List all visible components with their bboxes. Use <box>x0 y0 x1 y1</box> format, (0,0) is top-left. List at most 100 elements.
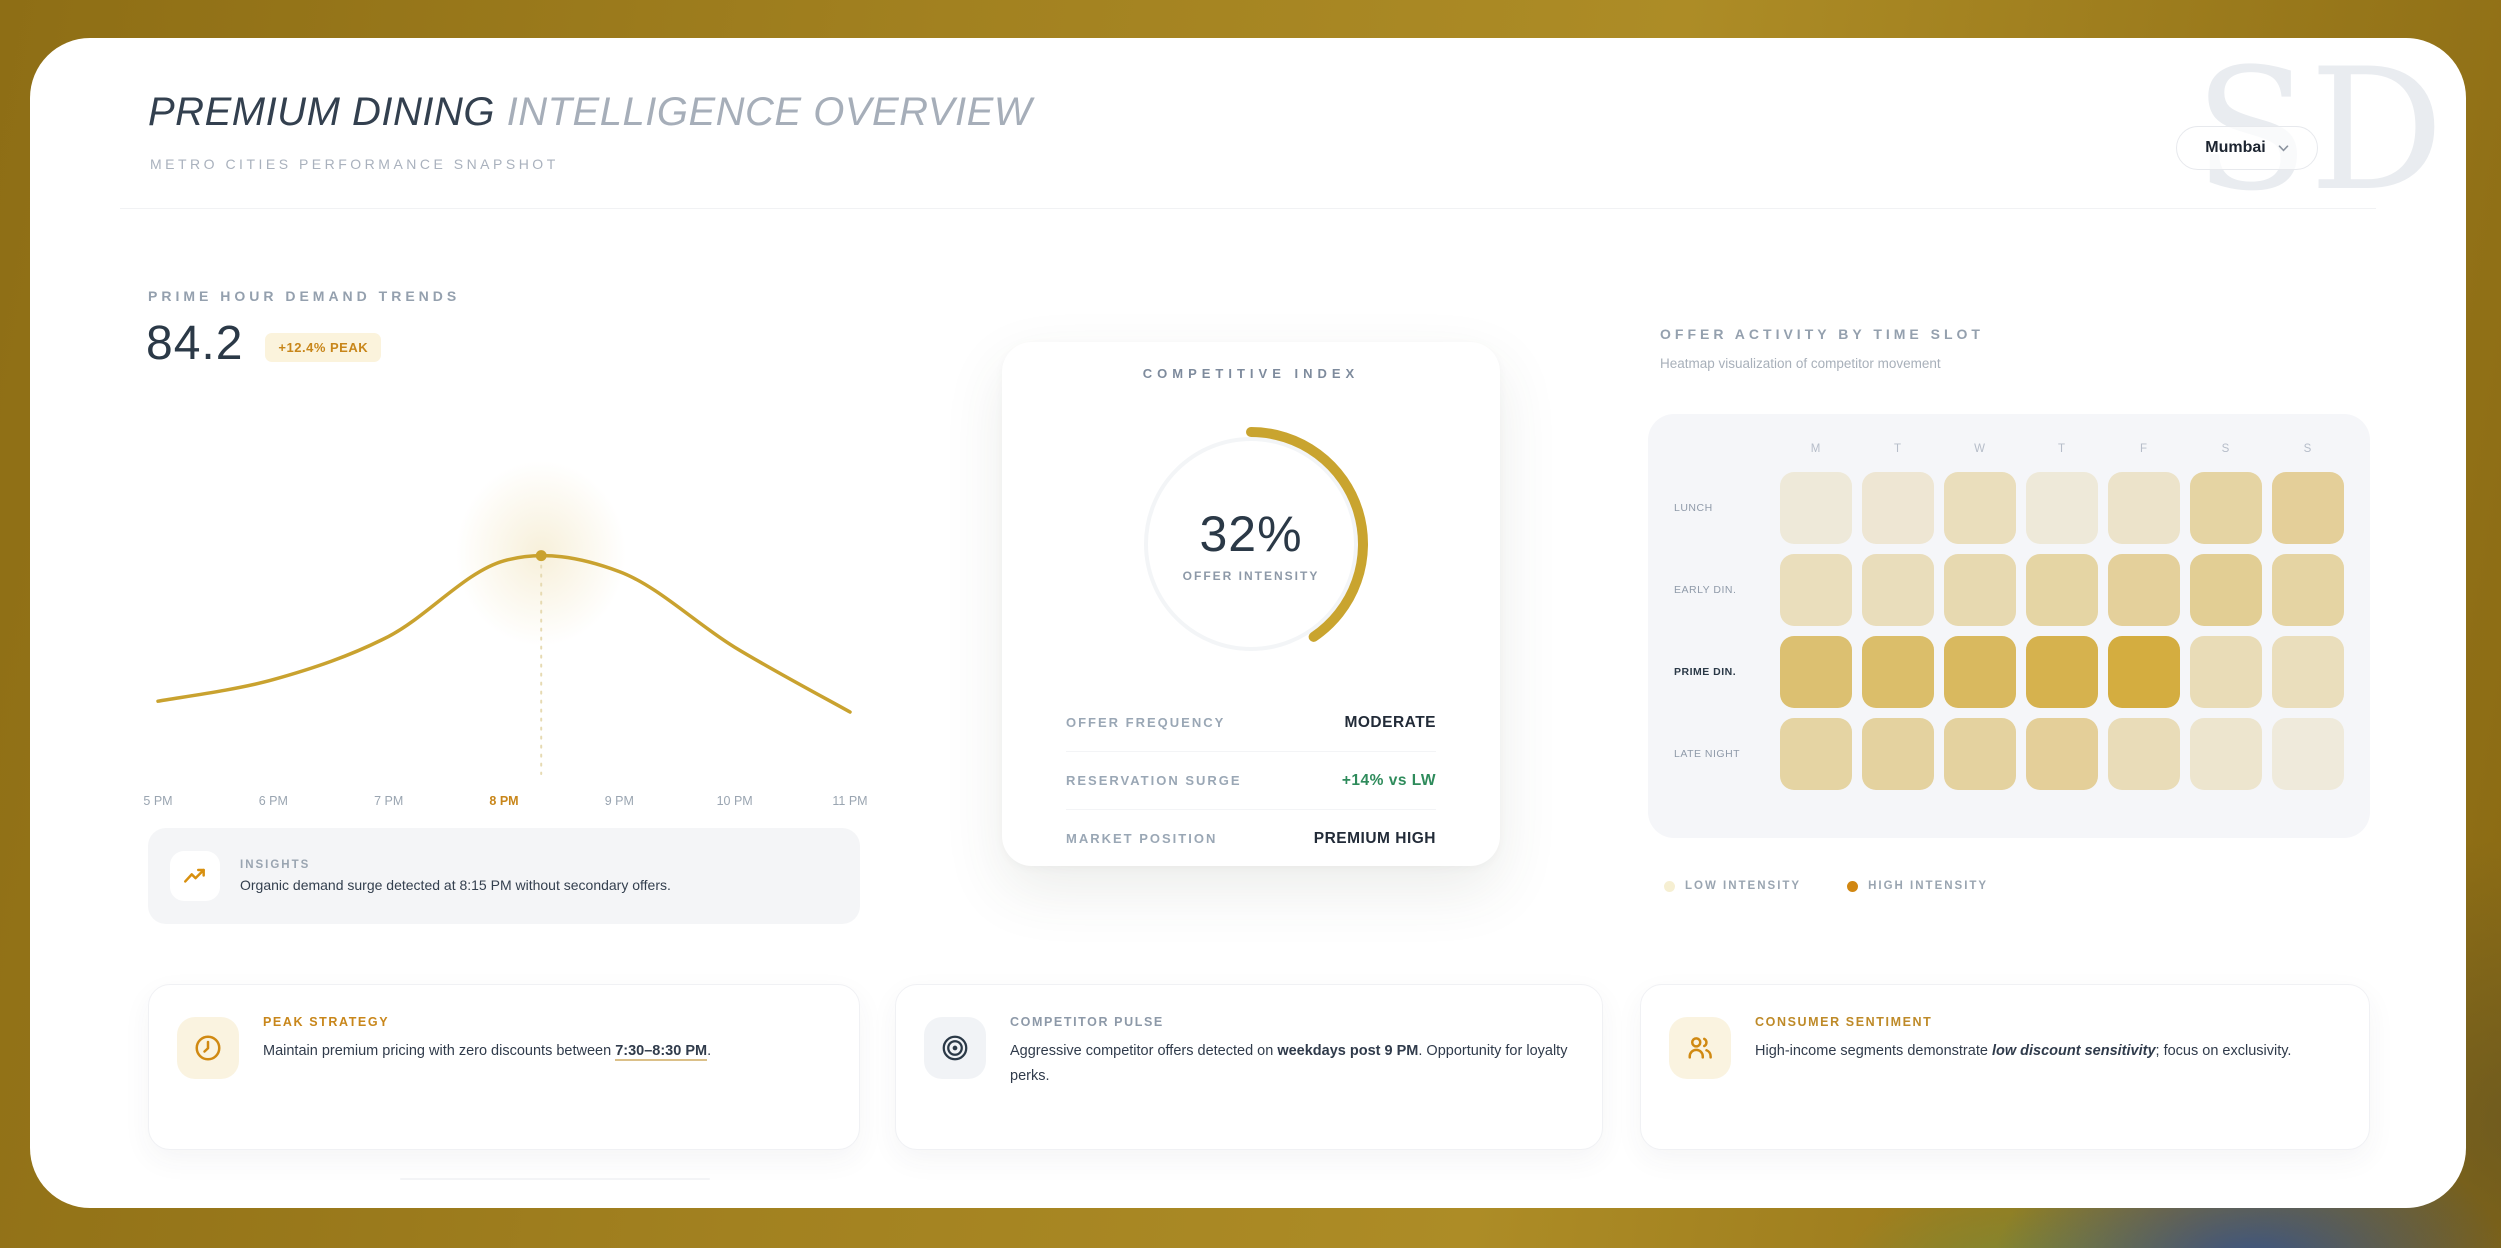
consumer-sentiment-card: CONSUMER SENTIMENT High-income segments … <box>1640 984 2370 1150</box>
competitive-row-market-position: MARKET POSITION PREMIUM HIGH <box>1066 810 1436 867</box>
heatmap-cell <box>1862 554 1934 626</box>
peak-strategy-text: Maintain premium pricing with zero disco… <box>263 1043 712 1061</box>
gauge-caption: OFFER INTENSITY <box>1182 569 1320 583</box>
x-axis-label: 7 PM <box>374 794 404 808</box>
clock-icon <box>195 1035 221 1061</box>
row-value: MODERATE <box>1344 713 1436 731</box>
insights-content: INSIGHTS Organic demand surge detected a… <box>240 859 671 893</box>
heatmap-grid: M T W T F S S LUNCH EARLY DIN. PRIME DIN. LATE NIG… <box>1674 436 2344 790</box>
competitor-pulse-title: COMPETITOR PULSE <box>1010 1015 1164 1029</box>
heatmap-row-label: LATE NIGHT <box>1674 748 1741 760</box>
heatmap-row-label: LUNCH <box>1674 502 1713 514</box>
heatmap-cell <box>1780 636 1852 708</box>
competitor-pulse-content: COMPETITOR PULSE Aggressive competitor o… <box>1010 1011 1574 1088</box>
page-title-secondary: INTELLIGENCE OVERVIEW <box>506 90 1033 134</box>
competitor-pulse-text: Aggressive competitor offers detected on… <box>1010 1043 1568 1084</box>
legend-label: LOW INTENSITY <box>1685 880 1802 892</box>
offer-activity-title: OFFER ACTIVITY BY TIME SLOT <box>1660 326 1984 342</box>
competitive-row-offer-frequency: OFFER FREQUENCY MODERATE <box>1066 694 1436 752</box>
heatmap-col-header: S <box>2221 443 2231 455</box>
low-intensity-dot <box>1664 880 1675 892</box>
consumer-sentiment-title: CONSUMER SENTIMENT <box>1755 1015 1933 1029</box>
x-axis-label: 10 PM <box>716 794 753 808</box>
heatmap-legend: LOW INTENSITY HIGH INTENSITY <box>1664 880 1988 892</box>
page-title-primary: PREMIUM DINING <box>148 90 495 134</box>
header-divider <box>120 208 2376 209</box>
city-selector-value: Mumbai <box>2205 139 2266 156</box>
heatmap-cell <box>1944 472 2016 544</box>
peak-strategy-icon-tile <box>177 1017 239 1079</box>
heatmap-cell <box>2190 718 2262 790</box>
heatmap-col-header: F <box>2139 443 2149 455</box>
peak-strategy-card: PEAK STRATEGY Maintain premium pricing w… <box>148 984 860 1150</box>
heatmap-row-label: EARLY DIN. <box>1674 584 1737 596</box>
legend-low-intensity: LOW INTENSITY <box>1664 880 1801 892</box>
heatmap-cell <box>2108 472 2180 544</box>
heatmap-cell <box>1780 472 1852 544</box>
peak-strategy-title: PEAK STRATEGY <box>263 1015 390 1029</box>
heatmap-cell <box>1780 718 1852 790</box>
trending-up-icon <box>184 868 205 883</box>
offer-intensity-gauge: 32% OFFER INTENSITY <box>1111 404 1391 684</box>
heatmap-cell <box>2026 718 2098 790</box>
heatmap-cell <box>2190 472 2262 544</box>
legend-high-intensity: HIGH INTENSITY <box>1847 880 1988 892</box>
x-axis-label: 11 PM <box>832 794 868 808</box>
heatmap-cell <box>2026 554 2098 626</box>
heatmap-cell <box>2272 718 2344 790</box>
high-intensity-dot <box>1847 880 1859 892</box>
x-axis-label: 6 PM <box>258 794 288 808</box>
heatmap-cell <box>2108 554 2180 626</box>
consumer-sentiment-text: High-income segments demonstrate low dis… <box>1755 1043 2292 1059</box>
heatmap-cell <box>1862 472 1934 544</box>
heatmap-cell <box>1780 554 1852 626</box>
heatmap-cell <box>2272 636 2344 708</box>
heatmap-cell <box>2108 718 2180 790</box>
legend-label: HIGH INTENSITY <box>1868 880 1989 892</box>
offer-activity-subtitle: Heatmap visualization of competitor move… <box>1660 356 1941 371</box>
insights-box: INSIGHTS Organic demand surge detected a… <box>148 828 860 924</box>
page-subtitle: METRO CITIES PERFORMANCE SNAPSHOT <box>150 156 559 172</box>
competitive-rows: OFFER FREQUENCY MODERATE RESERVATION SUR… <box>1066 694 1436 867</box>
heatmap-cell <box>1944 554 2016 626</box>
heatmap-cell <box>2190 554 2262 626</box>
consumer-sentiment-icon-tile <box>1669 1017 1731 1079</box>
heatmap-row-label: PRIME DIN. <box>1674 666 1737 678</box>
x-axis-label: 5 PM <box>143 794 173 808</box>
heatmap-cell <box>2108 636 2180 708</box>
x-axis-label: 9 PM <box>604 794 634 808</box>
heatmap-cell <box>2026 472 2098 544</box>
demand-score-row: 84.2 +12.4% PEAK <box>146 316 382 371</box>
insights-label: INSIGHTS <box>240 859 311 871</box>
demand-section-title: PRIME HOUR DEMAND TRENDS <box>148 288 461 304</box>
gauge-arc <box>1144 427 1368 651</box>
heatmap-cell <box>1944 636 2016 708</box>
dashboard-card: PREMIUM DINING INTELLIGENCE OVERVIEW MET… <box>30 38 2466 1208</box>
competitive-index-title: COMPETITIVE INDEX <box>1142 366 1360 381</box>
x-axis-label: 8 PM <box>489 794 519 808</box>
demand-x-axis: 5 PM 6 PM 7 PM 8 PM 9 PM 10 PM 11 PM <box>143 794 867 812</box>
heatmap-cell <box>2190 636 2262 708</box>
target-icon <box>942 1035 968 1061</box>
city-selector[interactable]: Mumbai <box>2176 126 2318 170</box>
row-value: +14% vs LW <box>1341 771 1436 789</box>
chevron-down-icon <box>2278 144 2289 152</box>
gauge-center: 32% OFFER INTENSITY <box>1111 404 1391 684</box>
gauge-value: 32% <box>1199 506 1303 562</box>
consumer-sentiment-content: CONSUMER SENTIMENT High-income segments … <box>1755 1011 2291 1064</box>
row-label: OFFER FREQUENCY <box>1066 715 1226 730</box>
insights-icon-tile <box>170 851 220 901</box>
competitive-index-card: COMPETITIVE INDEX 32% OFFER INTENSITY OF… <box>1002 342 1500 866</box>
heatmap-cell <box>2026 636 2098 708</box>
heatmap-cell <box>2272 472 2344 544</box>
competitive-row-reservation-surge: RESERVATION SURGE +14% vs LW <box>1066 752 1436 810</box>
heatmap-col-header: T <box>1893 443 1903 455</box>
heatmap-cell <box>1944 718 2016 790</box>
row-label: RESERVATION SURGE <box>1066 773 1242 788</box>
peak-strategy-content: PEAK STRATEGY Maintain premium pricing w… <box>263 1011 711 1064</box>
insights-text: Organic demand surge detected at 8:15 PM… <box>240 877 671 893</box>
heatmap-cell <box>2272 554 2344 626</box>
row-label: MARKET POSITION <box>1066 831 1218 846</box>
heatmap-cell <box>1862 636 1934 708</box>
page-title: PREMIUM DINING INTELLIGENCE OVERVIEW <box>148 90 1032 135</box>
